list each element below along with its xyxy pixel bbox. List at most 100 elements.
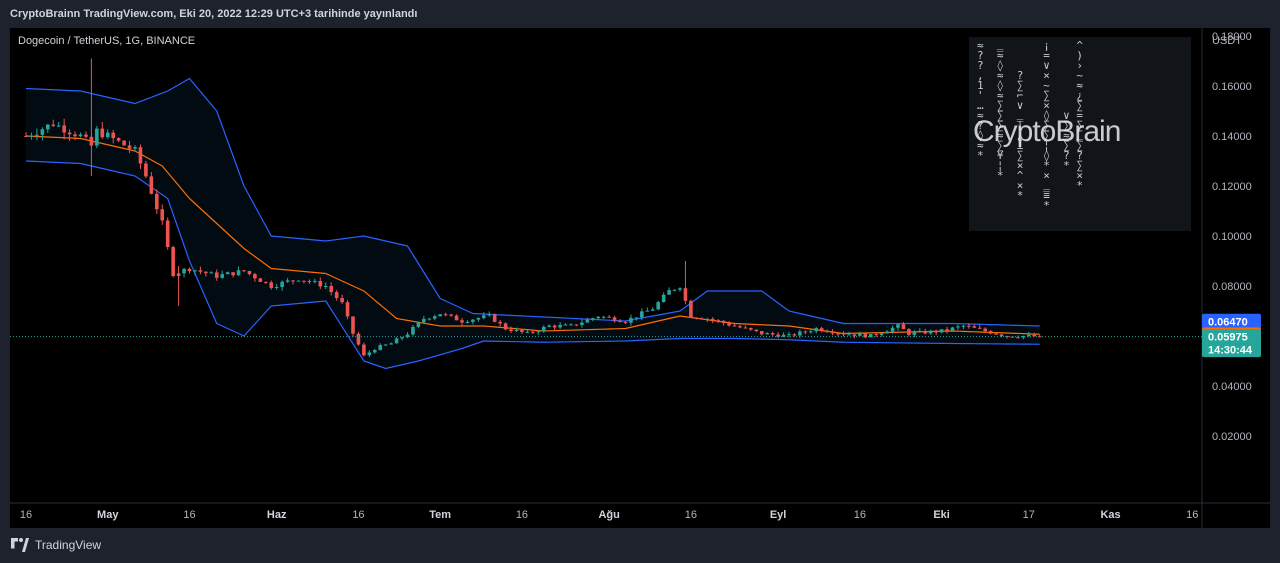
tradingview-label: TradingView xyxy=(35,538,102,552)
candle-body xyxy=(111,132,115,139)
candle-body xyxy=(35,134,39,136)
time-axis-tick: 16 xyxy=(183,509,195,521)
candle-body xyxy=(465,321,470,323)
candle-body xyxy=(209,272,214,274)
candle-body xyxy=(198,270,203,272)
time-axis-tick: Haz xyxy=(267,509,287,521)
candle-body xyxy=(285,280,290,282)
candle-body xyxy=(160,209,165,221)
candle-body xyxy=(928,330,933,334)
candle-body xyxy=(416,322,421,327)
price-chart[interactable]: USDT0.020000.040000.060000.080000.100000… xyxy=(10,28,1270,528)
tradingview-logo-icon xyxy=(11,538,29,552)
candle-body xyxy=(165,220,170,248)
candle-body xyxy=(923,330,928,334)
candle-body xyxy=(373,350,377,353)
time-axis-tick: 16 xyxy=(516,509,528,521)
candle-body xyxy=(841,333,846,335)
candle-body xyxy=(830,332,835,334)
watermark-glyphs: ≈ ‗ ¡ ^ ? ≈ = ) ? ◊ ∨ › , ≈ ? × ~ 1 ◊ ∑ … xyxy=(977,39,1083,212)
candle-body xyxy=(258,278,263,282)
candle-body xyxy=(334,292,339,299)
candle-body xyxy=(879,333,884,336)
candle-body xyxy=(182,268,186,274)
price-axis-tick: 0.04000 xyxy=(1212,381,1252,393)
candle-body xyxy=(67,132,72,135)
candle-body xyxy=(700,318,704,320)
candle-body xyxy=(629,317,633,323)
candle-body xyxy=(585,319,590,323)
last-price-tag-countdown: 14:30:44 xyxy=(1208,345,1253,357)
candle-body xyxy=(329,286,333,293)
price-axis-tick: 0.10000 xyxy=(1212,231,1252,243)
candle-body xyxy=(138,147,143,164)
symbol-title[interactable]: Dogecoin / TetherUS, 1G, BINANCE xyxy=(18,35,196,47)
time-axis-tick: 16 xyxy=(854,509,866,521)
candle-body xyxy=(716,320,720,322)
candle-body xyxy=(858,333,862,336)
candle-body xyxy=(770,333,775,335)
candle-body xyxy=(345,302,350,317)
price-axis-tick: 0.08000 xyxy=(1212,281,1252,293)
candle-body xyxy=(694,317,699,319)
candle-body xyxy=(367,352,372,356)
candle-body xyxy=(62,125,66,133)
candle-body xyxy=(945,329,949,331)
candle-body xyxy=(498,321,502,324)
candle-body xyxy=(476,318,481,320)
candle-body xyxy=(650,309,655,311)
candle-body xyxy=(155,193,159,210)
candle-body xyxy=(29,135,34,137)
candle-body xyxy=(836,333,840,335)
candle-body xyxy=(765,333,769,335)
tradingview-brand[interactable]: TradingView xyxy=(10,538,101,552)
candle-body xyxy=(885,331,889,334)
candle-body xyxy=(596,316,601,319)
candle-body xyxy=(454,315,459,321)
candle-body xyxy=(378,345,383,351)
candle-body xyxy=(318,280,323,287)
candle-body xyxy=(187,268,192,272)
candle-body xyxy=(171,247,175,277)
candle-body xyxy=(563,324,568,326)
candle-body xyxy=(323,286,328,288)
candle-body xyxy=(912,332,917,335)
candle-body xyxy=(144,163,148,177)
candle-body xyxy=(607,316,611,318)
candle-body xyxy=(531,331,535,333)
candle-body xyxy=(678,288,682,290)
candle-body xyxy=(689,300,693,318)
candle-body xyxy=(656,302,660,310)
candle-body xyxy=(743,327,748,329)
candle-body xyxy=(939,329,944,333)
candle-body xyxy=(264,281,268,283)
candle-body xyxy=(492,314,497,322)
candle-body xyxy=(122,140,126,146)
candle-body xyxy=(356,333,361,345)
candle-body xyxy=(618,321,622,323)
chart-area[interactable]: USDT0.020000.040000.060000.080000.100000… xyxy=(10,28,1270,528)
time-axis-tick: Eyl xyxy=(770,509,787,521)
candle-body xyxy=(422,318,426,323)
publication-header: CryptoBrainn TradingView.com, Eki 20, 20… xyxy=(10,8,418,20)
time-axis-tick: 16 xyxy=(685,509,697,521)
candle-body xyxy=(847,334,851,336)
candle-body xyxy=(225,272,230,275)
candle-body xyxy=(809,331,813,333)
candle-body xyxy=(967,325,971,327)
candle-body xyxy=(580,322,584,326)
candle-body xyxy=(569,324,573,326)
candle-body xyxy=(46,124,50,130)
candle-body xyxy=(307,281,312,283)
time-axis-tick: Tem xyxy=(429,509,451,521)
candle-body xyxy=(956,326,960,328)
candle-body xyxy=(798,331,802,336)
candle-body xyxy=(214,272,219,278)
candle-body xyxy=(302,280,306,282)
candles-group xyxy=(24,118,1042,358)
candle-body xyxy=(988,331,993,334)
candle-body xyxy=(400,337,404,339)
candle-body xyxy=(868,334,873,338)
candle-body xyxy=(814,328,819,332)
candle-body xyxy=(552,325,557,328)
